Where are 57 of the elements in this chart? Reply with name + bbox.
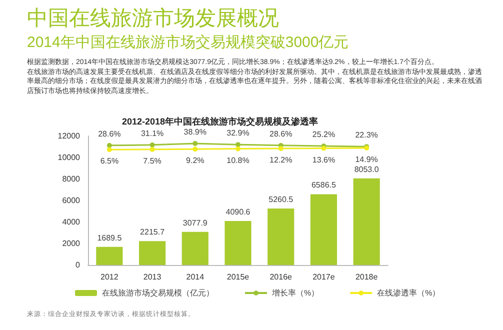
data-label: 38.9% bbox=[184, 127, 206, 136]
data-label: 25.2% bbox=[312, 130, 336, 140]
legend-label: 在线渗透率（%） bbox=[377, 288, 440, 298]
data-label: 28.6% bbox=[270, 129, 292, 138]
y-tick-label: 12000 bbox=[58, 132, 81, 140]
data-label: 3077.9 bbox=[182, 218, 208, 228]
point bbox=[192, 146, 198, 152]
legend-label: 增长率（%） bbox=[271, 288, 320, 298]
data-label: 1689.5 bbox=[97, 233, 122, 242]
x-tick-label: 2016e bbox=[270, 272, 293, 282]
data-label: 31.1% bbox=[140, 128, 164, 138]
data-label: 6.5% bbox=[100, 156, 119, 166]
bar bbox=[310, 194, 337, 265]
bar bbox=[139, 241, 166, 265]
data-label: 22.3% bbox=[355, 130, 378, 140]
data-label: 7.5% bbox=[143, 156, 162, 166]
legend-label: 在线旅游市场交易规模（亿元） bbox=[102, 288, 214, 298]
data-label: 12.2% bbox=[270, 156, 292, 165]
point bbox=[278, 146, 284, 152]
point bbox=[236, 142, 240, 148]
point bbox=[150, 142, 155, 148]
point bbox=[150, 146, 155, 152]
bar bbox=[182, 232, 208, 265]
data-label: 32.9% bbox=[226, 128, 250, 138]
data-label: 2215.7 bbox=[140, 228, 166, 237]
y-tick-label: 8000 bbox=[62, 174, 81, 184]
data-label: 8053.0 bbox=[354, 164, 380, 174]
bar bbox=[353, 178, 380, 265]
chart-title: 中国在线旅游市场发展概况 bbox=[27, 6, 279, 32]
x-tick-label: 2014 bbox=[186, 272, 205, 282]
x-tick-label: 2017e bbox=[312, 272, 336, 282]
bar bbox=[96, 246, 123, 265]
point bbox=[106, 142, 112, 148]
point bbox=[192, 140, 198, 146]
point bbox=[106, 147, 112, 152]
x-tick-label: 2012 bbox=[100, 272, 119, 282]
x-tick-label: 2013 bbox=[143, 272, 162, 282]
x-tick-label: 2018e bbox=[355, 272, 378, 282]
data-label: 9.2% bbox=[186, 156, 204, 166]
point bbox=[236, 146, 240, 152]
data-label: 14.9% bbox=[355, 155, 378, 164]
y-tick-label: 0 bbox=[76, 260, 81, 270]
data-label: 13.6% bbox=[312, 155, 336, 164]
data-label: 5260.5 bbox=[268, 194, 294, 204]
y-tick-label: 6000 bbox=[62, 196, 81, 205]
y-tick-label: 10000 bbox=[58, 153, 81, 162]
data-label: 28.6% bbox=[98, 129, 121, 138]
data-label: 10.8% bbox=[226, 156, 250, 165]
chart-subtitle: 2014年中国在线旅游市场交易规模突破3000亿元 bbox=[27, 33, 349, 52]
x-tick-label: 2015e bbox=[226, 272, 250, 282]
bar bbox=[224, 221, 252, 265]
y-tick-label: 2000 bbox=[62, 239, 81, 248]
data-label: 4090.6 bbox=[226, 208, 251, 217]
data-label: 6586.5 bbox=[311, 180, 336, 190]
y-tick-label: 4000 bbox=[62, 218, 81, 226]
bar bbox=[268, 208, 294, 265]
text: 2012-2018年中国在线旅游市场交易规模及渗透率 bbox=[122, 116, 318, 126]
